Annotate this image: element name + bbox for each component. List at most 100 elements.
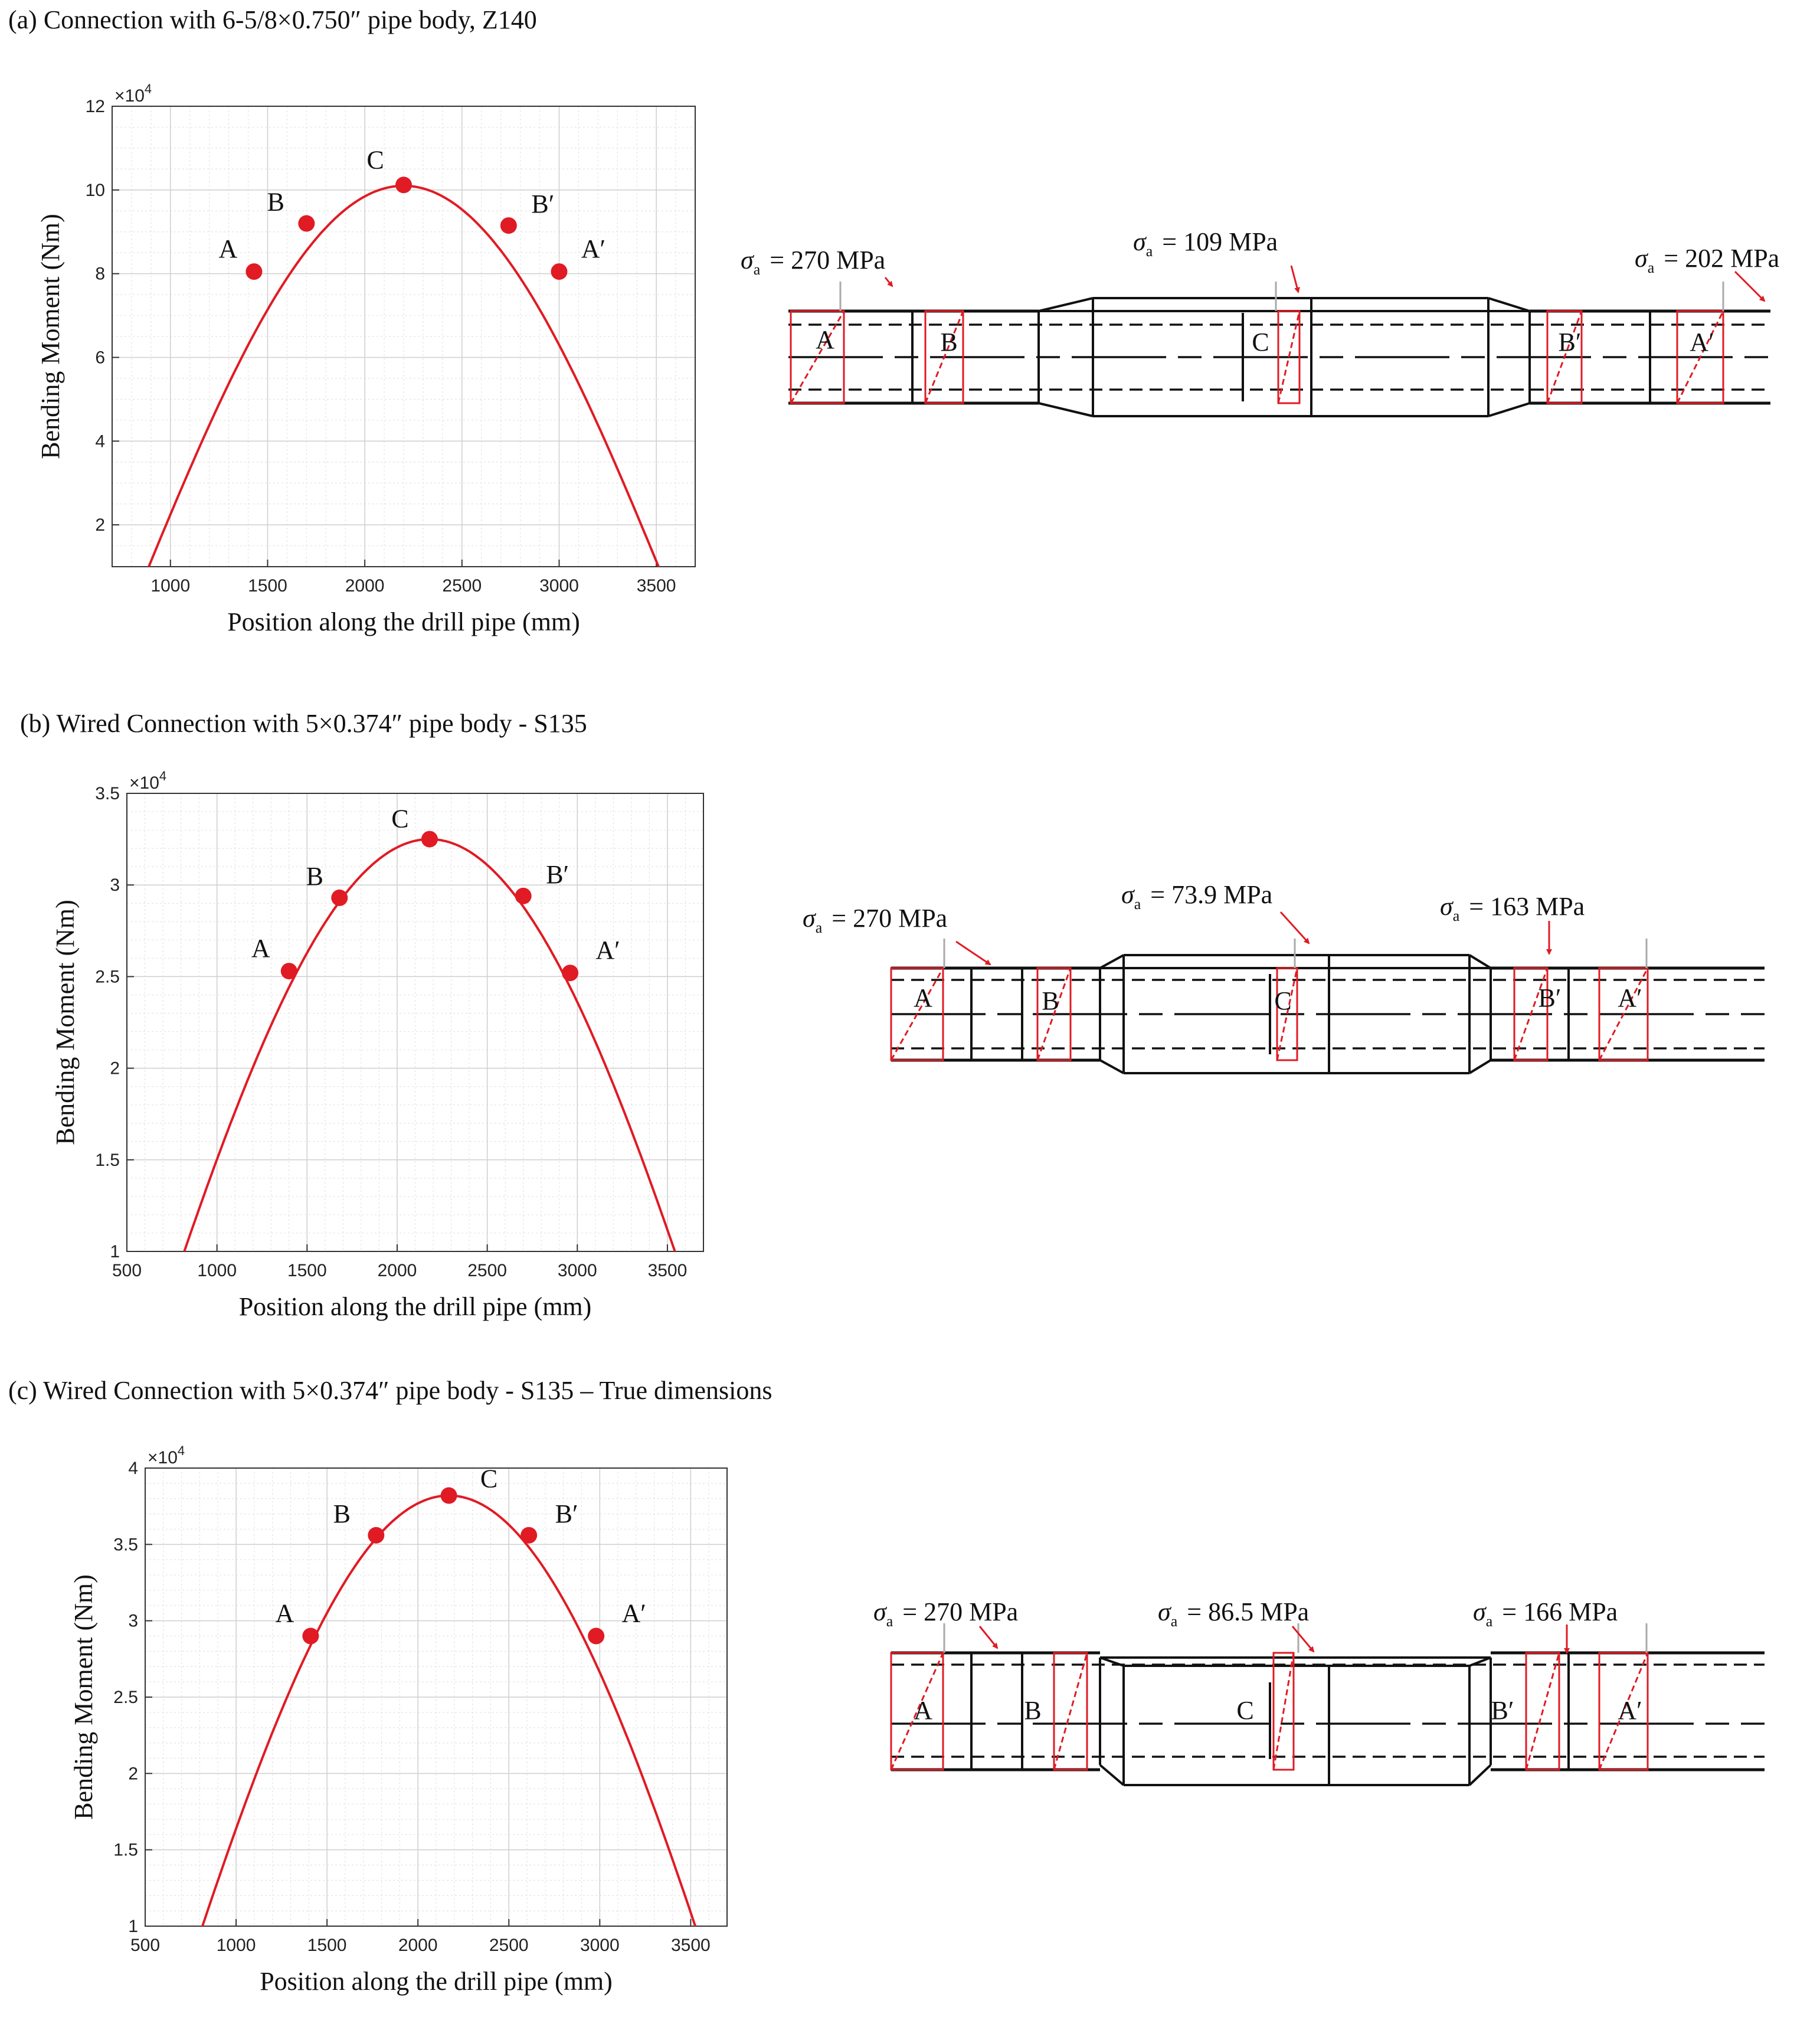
x-tick-label: 2500 xyxy=(442,576,482,596)
y-tick-label: 2.5 xyxy=(113,1688,138,1707)
plot-frame xyxy=(112,106,696,567)
x-tick-label: 2500 xyxy=(489,1936,529,1955)
x-tick-label: 1500 xyxy=(287,1261,327,1280)
point-3 xyxy=(500,217,517,234)
chart-1: 500 1000 1500 2000 2500 3000 3500 1 1.5 2 2.5 3 3.5 ×… xyxy=(51,769,704,1321)
stress-arrow-1 xyxy=(1279,911,1310,944)
chart-2: 500 1000 1500 2000 2500 3000 3500 1 1.5 2 2.5 3 3.5 4… xyxy=(69,1443,728,1996)
x-tick-label: 3000 xyxy=(539,576,579,596)
stress-value: = 109 MPa xyxy=(1162,227,1278,256)
y-exponent-power: 4 xyxy=(159,769,166,783)
y-tick-label: 8 xyxy=(95,264,105,284)
stress-label-0: σa = 270 MPa xyxy=(741,246,885,278)
stress-box-2 xyxy=(1272,1652,1295,1771)
stress-box-1 xyxy=(924,310,964,404)
stress-box-3 xyxy=(1513,967,1549,1061)
y-tick-label: 2 xyxy=(128,1764,138,1783)
x-axis-label: Position along the drill pipe (mm) xyxy=(239,1292,592,1321)
section-label-3: B′ xyxy=(1491,1696,1514,1725)
y-axis-label: Bending Moment (Nm) xyxy=(69,1574,98,1820)
taper-bottom xyxy=(1038,402,1094,417)
point-label-4: A′ xyxy=(581,234,605,263)
stress-label-2: σa = 166 MPa xyxy=(1473,1597,1618,1630)
y-tick-label: 4 xyxy=(128,1459,138,1478)
y-exponent-power: 4 xyxy=(178,1443,185,1458)
stress-value: = 270 MPa xyxy=(832,904,947,933)
section-label-3: B′ xyxy=(1539,983,1562,1012)
y-exponent: ×104 xyxy=(148,1443,185,1467)
y-exponent: ×104 xyxy=(114,81,152,106)
point-label-2: C xyxy=(366,145,384,174)
stress-subscript: a xyxy=(1453,907,1460,924)
section-label-4: A′ xyxy=(1618,1696,1642,1725)
stress-gradient-0 xyxy=(890,967,944,1061)
point-label-4: A′ xyxy=(595,936,620,965)
section-label-1: B xyxy=(1024,1696,1041,1725)
section-label-0: A xyxy=(914,983,932,1012)
stress-label-2: σa = 202 MPa xyxy=(1635,244,1779,276)
stress-box-4 xyxy=(1598,967,1649,1061)
y-tick-label: 2 xyxy=(110,1059,120,1078)
x-tick-label: 500 xyxy=(130,1936,160,1955)
section-label-4: A′ xyxy=(1618,983,1642,1012)
stress-gradient-2 xyxy=(1277,310,1301,404)
point-4 xyxy=(588,1627,605,1645)
section-label-2: C xyxy=(1274,986,1291,1015)
point-1 xyxy=(298,215,315,232)
stress-gradient-3 xyxy=(1513,967,1549,1061)
taper-top xyxy=(1038,297,1094,312)
point-0 xyxy=(245,263,263,280)
stress-box-3 xyxy=(1546,310,1583,404)
stress-box-2 xyxy=(1277,310,1301,404)
taper-bottom xyxy=(1468,1059,1492,1074)
point-label-2: C xyxy=(480,1465,497,1493)
x-tick-label: 1500 xyxy=(248,576,287,596)
stress-arrow-0 xyxy=(978,1626,999,1649)
stress-gradient-2 xyxy=(1272,1652,1295,1770)
x-tick-label: 1000 xyxy=(217,1936,256,1955)
x-tick-label: 2500 xyxy=(467,1261,507,1280)
x-axis-label: Position along the drill pipe (mm) xyxy=(227,607,580,636)
point-4 xyxy=(551,263,568,280)
y-tick-label: 2 xyxy=(95,515,105,535)
y-axis-label: Bending Moment (Nm) xyxy=(36,214,65,459)
stress-box-1 xyxy=(1053,1652,1088,1771)
x-tick-label: 2000 xyxy=(378,1261,417,1280)
y-tick-label: 3.5 xyxy=(113,1535,138,1554)
stress-value: = 270 MPa xyxy=(770,246,885,274)
y-tick-label: 1.5 xyxy=(113,1841,138,1860)
stress-gradient-1 xyxy=(1053,1652,1088,1770)
x-tick-label: 2000 xyxy=(345,576,385,596)
point-label-1: B xyxy=(267,188,284,217)
point-1 xyxy=(331,889,348,906)
taper-bottom xyxy=(1099,1059,1124,1074)
y-tick-label: 3 xyxy=(110,875,120,895)
point-label-0: A xyxy=(219,234,238,263)
stress-value: = 166 MPa xyxy=(1502,1597,1618,1626)
point-3 xyxy=(521,1527,538,1544)
stress-gradient-4 xyxy=(1598,1652,1649,1770)
stress-arrow-0 xyxy=(955,940,991,966)
stress-value: = 86.5 MPa xyxy=(1187,1597,1309,1626)
point-2 xyxy=(440,1487,457,1504)
stress-subscript: a xyxy=(1486,1613,1493,1630)
y-tick-label: 1 xyxy=(128,1917,138,1936)
chart-0: 1000 1500 2000 2500 3000 3500 2 4 6 8 10 12 ×104 Posi… xyxy=(36,81,696,636)
stress-subscript: a xyxy=(816,919,823,936)
taper-top xyxy=(1099,954,1124,969)
point-0 xyxy=(280,963,297,980)
stress-subscript: a xyxy=(886,1613,893,1630)
stress-value: = 73.9 MPa xyxy=(1150,880,1272,909)
stress-gradient-3 xyxy=(1525,1652,1560,1770)
section-label-4: A′ xyxy=(1690,328,1714,357)
x-tick-label: 3500 xyxy=(637,576,676,596)
y-exponent: ×104 xyxy=(129,769,166,793)
taper-top xyxy=(1468,954,1492,969)
point-3 xyxy=(515,887,532,904)
stress-box-4 xyxy=(1676,310,1724,404)
stress-gradient-1 xyxy=(1036,967,1072,1061)
section-label-3: B′ xyxy=(1559,328,1582,357)
stress-value: = 202 MPa xyxy=(1664,244,1779,273)
point-1 xyxy=(368,1527,385,1544)
